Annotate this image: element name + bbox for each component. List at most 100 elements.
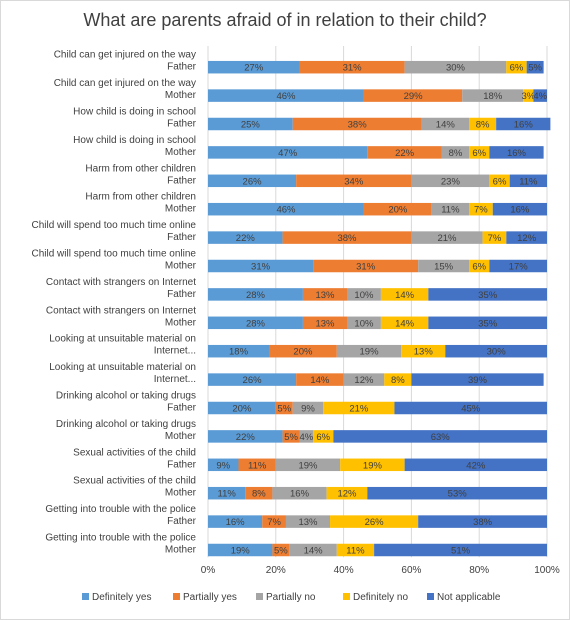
data-label: 22%	[395, 148, 415, 159]
category-label: Child will spend too much time online Mot…	[31, 249, 196, 272]
data-label: 5%	[277, 404, 291, 415]
data-label: 9%	[216, 460, 230, 471]
x-tick-label: 20%	[266, 565, 286, 576]
bar-segment	[282, 430, 300, 443]
bar-segment	[533, 89, 547, 102]
category-label-line: Father	[167, 119, 197, 130]
legend-label: Definitely yes	[92, 592, 151, 603]
data-label: 38%	[337, 233, 357, 244]
bar-segment	[380, 288, 429, 301]
data-label: 38%	[348, 120, 368, 131]
category-label-line: Sexual activities of the child	[73, 476, 196, 487]
data-label: 21%	[349, 404, 369, 415]
bar-segment	[380, 316, 429, 330]
bar-segment	[367, 486, 547, 500]
legend-swatch	[343, 593, 350, 600]
bar-segment	[208, 259, 314, 273]
category-label: Child will spend too much time online Fat…	[31, 220, 196, 243]
category-label: Looking at unsuitable material on Interne…	[49, 334, 196, 357]
bar-segment	[333, 430, 547, 443]
data-label: 23%	[441, 176, 461, 187]
bar-segment	[482, 231, 507, 244]
bar-segment	[492, 202, 547, 216]
category-label-line: Looking at unsuitable material on	[49, 334, 196, 345]
data-label: 15%	[434, 262, 454, 273]
data-label: 14%	[395, 290, 415, 301]
data-label: 34%	[344, 176, 364, 187]
category-label-line: Sexual activities of the child	[73, 447, 196, 458]
category-label-line: Father	[167, 232, 197, 243]
bar-segment	[238, 458, 276, 472]
bar-segment	[509, 174, 547, 188]
category-label-line: Mother	[165, 431, 197, 442]
data-label: 8%	[391, 375, 405, 386]
data-label: 12%	[337, 489, 357, 500]
data-label: 9%	[301, 404, 315, 415]
category-label: Getting into trouble with the police Fath…	[45, 504, 196, 527]
data-label: 26%	[243, 375, 263, 386]
bar-segment	[411, 174, 490, 188]
bar-segment	[411, 231, 483, 244]
bar-segment	[208, 174, 297, 188]
bar-segment	[292, 117, 422, 131]
data-label: 13%	[315, 290, 335, 301]
bar-segment	[384, 373, 412, 386]
bar-segment	[296, 373, 344, 386]
bar-segment	[285, 515, 331, 528]
data-label: 20%	[232, 404, 252, 415]
data-label: 11%	[441, 205, 460, 216]
bar-segment	[506, 60, 527, 74]
bar-segment	[404, 60, 507, 74]
bar-segment	[282, 231, 412, 244]
data-label: 16%	[507, 148, 527, 159]
bar-segment	[208, 430, 283, 443]
category-label-line: Father	[167, 62, 197, 73]
bar-segment	[208, 543, 273, 557]
data-label: 13%	[315, 318, 335, 329]
bar-segment	[428, 316, 547, 330]
data-label: 11%	[217, 489, 236, 500]
bar-segment	[363, 202, 432, 216]
data-label: 14%	[304, 546, 324, 557]
bar-segment	[506, 231, 547, 244]
data-label: 10%	[354, 318, 374, 329]
data-label: 7%	[474, 205, 488, 216]
bar-segment	[489, 146, 544, 159]
data-label: 6%	[316, 432, 330, 443]
category-label: Drinking alcohol or taking drugs Father	[56, 391, 197, 414]
legend-swatch	[82, 593, 89, 600]
data-label: 26%	[243, 176, 263, 187]
category-label: Sexual activities of the child Father	[73, 447, 197, 470]
data-label: 27%	[244, 63, 264, 74]
bar-segment	[208, 60, 300, 74]
bar-segment	[323, 401, 395, 415]
bar-segment	[489, 259, 547, 273]
bar-segment	[208, 202, 364, 216]
data-label: 53%	[448, 489, 468, 500]
bar-segment	[326, 486, 368, 500]
data-label: 22%	[236, 233, 256, 244]
data-label: 46%	[276, 91, 296, 102]
category-label-line: Internet...	[154, 346, 196, 357]
category-label-line: Father	[167, 459, 197, 470]
bar-segment	[208, 288, 303, 301]
category-label-line: Getting into trouble with the police	[45, 504, 196, 515]
chart-title: What are parents afraid of in relation t…	[83, 10, 487, 30]
category-label: Child can get injured on the way Mother	[54, 78, 197, 101]
legend-swatch	[256, 593, 263, 600]
bar-segment	[296, 174, 412, 188]
data-label: 51%	[451, 546, 471, 557]
data-label: 5%	[284, 432, 298, 443]
category-label: Drinking alcohol or taking drugs Mother	[56, 419, 197, 442]
bar-segment	[394, 401, 547, 415]
bar-segment	[346, 316, 381, 330]
bar-segment	[208, 146, 368, 159]
data-label: 8%	[476, 120, 490, 131]
bar-segment	[462, 89, 524, 102]
data-label: 16%	[226, 517, 246, 528]
bar-segment	[269, 344, 337, 358]
category-label-line: Contact with strangers on Internet	[46, 305, 196, 316]
data-label: 31%	[343, 63, 363, 74]
bar-segment	[469, 146, 490, 159]
category-label: Child can get injured on the way Father	[54, 50, 197, 73]
